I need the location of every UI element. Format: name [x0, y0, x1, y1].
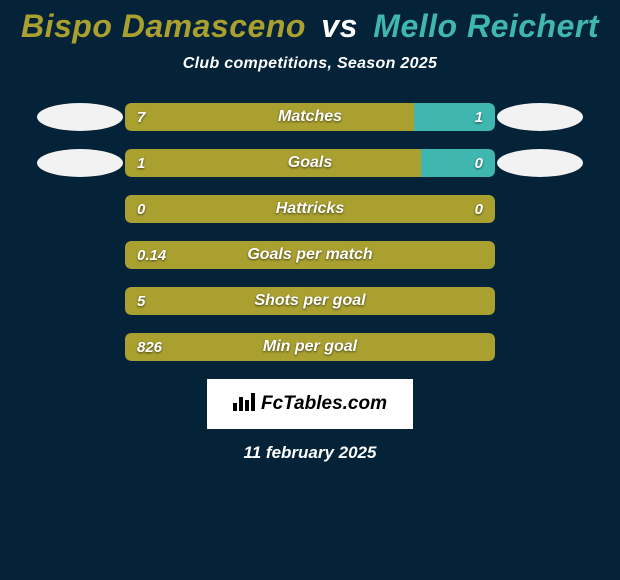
player1-name: Bispo Damasceno [21, 8, 306, 44]
left-badge-slot [35, 149, 125, 177]
player1-badge [37, 149, 123, 177]
stat-label: Shots per goal [125, 287, 495, 315]
subtitle: Club competitions, Season 2025 [0, 55, 620, 73]
stat-row: 826Min per goal [0, 333, 620, 361]
fctables-logo: FcTables.com [207, 379, 413, 429]
stat-label: Goals [125, 149, 495, 177]
stat-row: 00Hattricks [0, 195, 620, 223]
stat-row: 5Shots per goal [0, 287, 620, 315]
stat-label: Hattricks [125, 195, 495, 223]
chart-icon [233, 391, 255, 417]
logo-text: FcTables.com [261, 393, 387, 415]
stat-bar: 826Min per goal [125, 333, 495, 361]
stat-label: Matches [125, 103, 495, 131]
stat-bar: 10Goals [125, 149, 495, 177]
date-text: 11 february 2025 [0, 443, 620, 463]
stat-label: Min per goal [125, 333, 495, 361]
stat-row: 71Matches [0, 103, 620, 131]
player1-badge [37, 103, 123, 131]
vs-text: vs [321, 8, 358, 44]
stats-container: 71Matches 10Goals 00Hattricks 0.14Goals per… [0, 103, 620, 361]
comparison-title: Bispo Damasceno vs Mello Reichert [0, 0, 620, 45]
player2-name: Mello Reichert [373, 8, 599, 44]
stat-bar: 0.14Goals per match [125, 241, 495, 269]
stat-row: 10Goals [0, 149, 620, 177]
stat-bar: 5Shots per goal [125, 287, 495, 315]
stat-row: 0.14Goals per match [0, 241, 620, 269]
left-badge-slot [35, 103, 125, 131]
stat-label: Goals per match [125, 241, 495, 269]
player2-badge [497, 103, 583, 131]
right-badge-slot [495, 103, 585, 131]
stat-bar: 00Hattricks [125, 195, 495, 223]
player2-badge [497, 149, 583, 177]
stat-bar: 71Matches [125, 103, 495, 131]
right-badge-slot [495, 149, 585, 177]
